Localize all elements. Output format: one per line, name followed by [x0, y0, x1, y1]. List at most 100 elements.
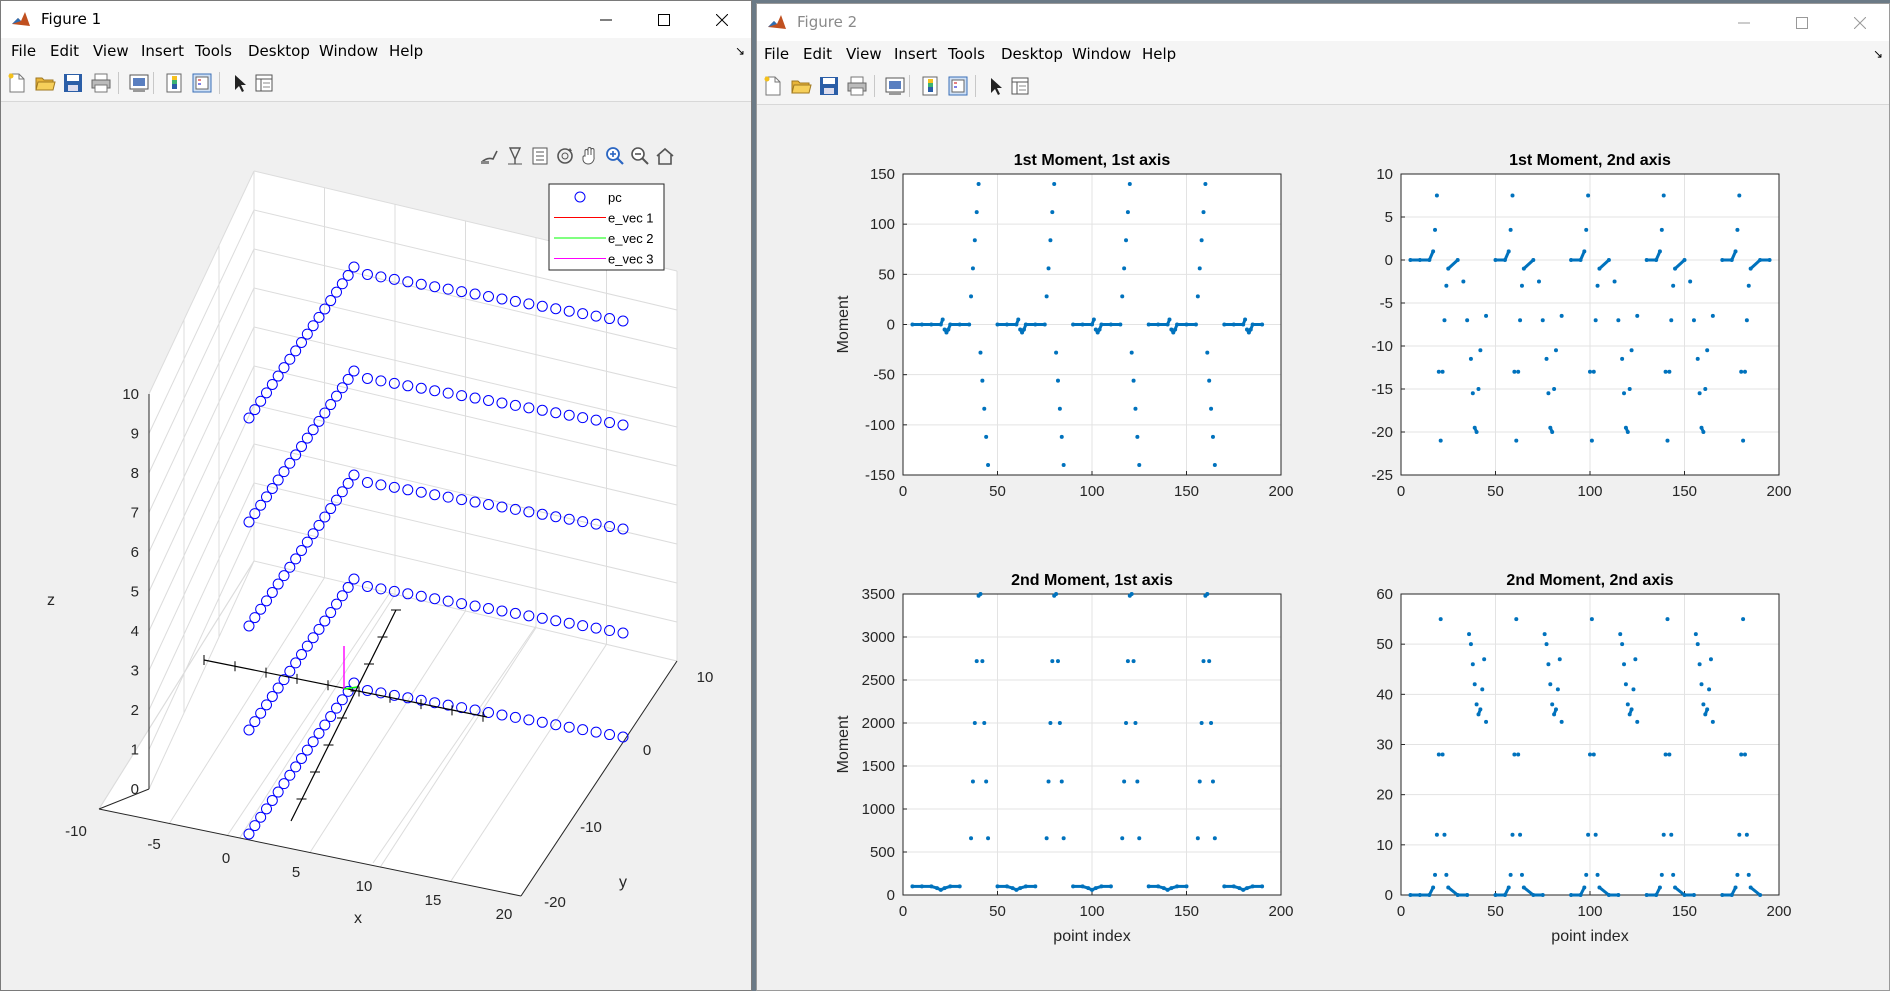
- x-tick-label: 20: [496, 906, 513, 923]
- menu-help[interactable]: Help: [1142, 45, 1177, 63]
- maximize-button[interactable]: [1773, 4, 1831, 41]
- edit-plot-icon[interactable]: [229, 72, 251, 94]
- minimize-icon: [1738, 22, 1750, 23]
- pc-marker: [301, 328, 313, 340]
- data-point: [1622, 662, 1627, 667]
- menu-tools[interactable]: Tools: [948, 45, 985, 63]
- menu-view[interactable]: View: [93, 42, 129, 60]
- menu-window[interactable]: Window: [319, 42, 379, 60]
- new-figure-icon[interactable]: [6, 72, 28, 94]
- data-point: [1620, 642, 1625, 647]
- menu-file[interactable]: File: [11, 42, 37, 60]
- data-point: [1584, 872, 1589, 877]
- save-icon[interactable]: [818, 75, 840, 97]
- insert-legend-icon[interactable]: [191, 72, 213, 94]
- pc-marker: [266, 586, 278, 598]
- open-file-icon[interactable]: [34, 72, 56, 94]
- export-icon[interactable]: [532, 147, 548, 165]
- data-point: [1046, 266, 1051, 271]
- menu-edit[interactable]: Edit: [803, 45, 833, 63]
- y-tick-label: 20: [1376, 787, 1393, 804]
- data-point-run: [977, 592, 982, 597]
- save-icon[interactable]: [62, 72, 84, 94]
- menu-insert[interactable]: Insert: [141, 42, 185, 60]
- data-point: [1122, 266, 1127, 271]
- subplot-2[interactable]: 0 50 100 150 200 -25 -20 -15 -10 -5 0 5 10 1st Moment…: [1371, 152, 1791, 500]
- print-icon[interactable]: [90, 72, 112, 94]
- menu-view[interactable]: View: [846, 45, 882, 63]
- data-point-run: [1166, 886, 1173, 892]
- data-point: [1129, 350, 1134, 355]
- menu-help[interactable]: Help: [389, 42, 424, 60]
- dock-arrow-icon[interactable]: ↘: [1872, 47, 1883, 61]
- property-inspector-icon[interactable]: [253, 72, 275, 94]
- figure-2-canvas[interactable]: 0 50 100 150 200 -150 -100 -50 0 50 100 150 1st Mome…: [757, 105, 1889, 990]
- new-figure-icon[interactable]: [762, 75, 784, 97]
- pan-icon[interactable]: [582, 147, 595, 165]
- subplot-3[interactable]: 0 50 100 150 2000500100015002000250030003500…: [835, 572, 1294, 945]
- title-bar[interactable]: Figure 1: [1, 1, 751, 38]
- link-plot-icon[interactable]: [128, 72, 150, 94]
- data-point: [1737, 832, 1742, 837]
- x-tick-label: 0: [222, 850, 230, 867]
- maximize-button[interactable]: [635, 1, 693, 38]
- menu-desktop[interactable]: Desktop: [1001, 45, 1063, 63]
- menu-file[interactable]: File: [764, 45, 790, 63]
- menu-window[interactable]: Window: [1072, 45, 1132, 63]
- pc-marker: [361, 476, 373, 488]
- z-grid-line: [148, 443, 255, 671]
- figure-1-window[interactable]: Figure 1 File Edit View Insert Tools Des…: [0, 0, 752, 991]
- home-icon[interactable]: [656, 147, 674, 165]
- figure-2-window[interactable]: Figure 2 File Edit View Insert Tools Des…: [756, 3, 1890, 991]
- pc-marker: [590, 726, 602, 738]
- close-button[interactable]: [1831, 4, 1889, 41]
- data-point: [1693, 632, 1698, 637]
- pc-marker: [325, 295, 337, 307]
- zoom-in-icon[interactable]: [606, 147, 624, 165]
- pc-marker: [249, 508, 261, 520]
- y-tick-label: -100: [865, 417, 895, 434]
- insert-colorbar-icon[interactable]: [163, 72, 185, 94]
- pc-marker: [249, 716, 261, 728]
- pc-marker: [617, 731, 629, 743]
- subplot-4[interactable]: 0 50 100 150 200 0 10 20 30 40 50 60 2nd Moment, 2nd…: [1376, 572, 1791, 945]
- menu-tools[interactable]: Tools: [195, 42, 232, 60]
- rotate-3d-icon[interactable]: [557, 148, 573, 164]
- title-bar[interactable]: Figure 2: [757, 4, 1889, 41]
- dock-arrow-icon[interactable]: ↘: [734, 44, 745, 58]
- close-button[interactable]: [693, 1, 751, 38]
- zoom-out-icon[interactable]: [631, 147, 649, 165]
- figure-1-canvas[interactable]: 0 1 2 3 4 5 6 7 8 9 10 -10 -5 0 5 10 15 20 -20 -10 0 10 x y z pc e…: [1, 102, 751, 990]
- brush-icon[interactable]: [481, 150, 498, 164]
- menu-edit[interactable]: Edit: [50, 42, 80, 60]
- insert-legend-icon[interactable]: [947, 75, 969, 97]
- x-tick-label: 100: [1577, 903, 1602, 920]
- y-tick-label: -15: [1371, 381, 1393, 398]
- data-point: [1508, 872, 1513, 877]
- menu-insert[interactable]: Insert: [894, 45, 938, 63]
- minimize-button[interactable]: [1715, 4, 1773, 41]
- y-tick-label: -50: [873, 367, 895, 384]
- y-tick-label: 50: [878, 266, 895, 283]
- data-point-run: [1091, 886, 1097, 892]
- property-inspector-icon[interactable]: [1009, 75, 1031, 97]
- z-grid-line: [148, 209, 255, 434]
- data-tips-icon[interactable]: [508, 147, 522, 165]
- pc-marker: [375, 687, 387, 699]
- plot-3d-axes[interactable]: 0 1 2 3 4 5 6 7 8 9 10 -10 -5 0 5 10 15 20 -20 -10 0 10 x y z pc e…: [1, 102, 751, 990]
- data-point: [1440, 369, 1445, 374]
- insert-colorbar-icon[interactable]: [919, 75, 941, 97]
- chart-title: 1st Moment, 1st axis: [1014, 152, 1171, 169]
- matlab-logo-icon: [12, 12, 30, 26]
- print-icon[interactable]: [846, 75, 868, 97]
- subplot-1[interactable]: 0 50 100 150 200 -150 -100 -50 0 50 100 150 1st Mome…: [835, 152, 1294, 500]
- minimize-button[interactable]: [577, 1, 635, 38]
- menu-desktop[interactable]: Desktop: [248, 42, 310, 60]
- maximize-icon: [1796, 16, 1808, 29]
- link-plot-icon[interactable]: [884, 75, 906, 97]
- data-point-run: [1128, 592, 1133, 597]
- edit-plot-icon[interactable]: [985, 75, 1007, 97]
- data-point: [1589, 617, 1594, 622]
- open-file-icon[interactable]: [790, 75, 812, 97]
- pc-marker: [272, 370, 284, 382]
